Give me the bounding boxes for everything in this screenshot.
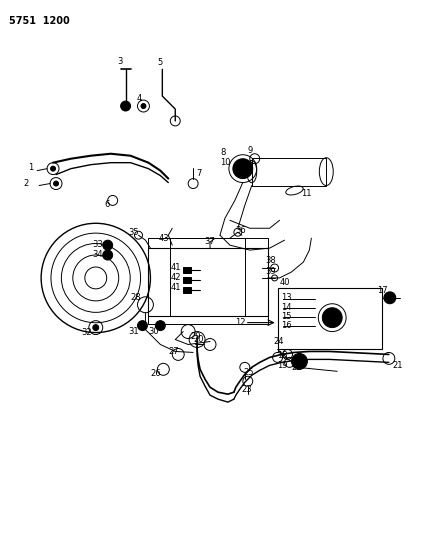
Text: 29: 29 <box>190 332 201 341</box>
Circle shape <box>155 321 165 330</box>
Text: 23: 23 <box>242 385 253 394</box>
Circle shape <box>103 250 113 260</box>
Circle shape <box>233 159 253 179</box>
Circle shape <box>137 321 147 330</box>
Text: 18: 18 <box>278 351 288 360</box>
Text: 42: 42 <box>170 273 181 282</box>
Text: 38: 38 <box>266 255 276 264</box>
Text: 11: 11 <box>301 189 312 198</box>
Text: 24: 24 <box>273 337 284 346</box>
Circle shape <box>51 166 56 171</box>
Text: 19: 19 <box>278 361 288 370</box>
Bar <box>183 277 191 283</box>
Text: 20: 20 <box>193 335 204 344</box>
Text: 27: 27 <box>168 347 179 356</box>
Text: 25: 25 <box>244 368 254 377</box>
Text: 12: 12 <box>235 318 245 327</box>
Text: 17: 17 <box>377 286 388 295</box>
Text: 4: 4 <box>137 94 142 102</box>
Text: 9: 9 <box>248 146 253 155</box>
Text: 26: 26 <box>150 369 161 378</box>
Text: 3: 3 <box>118 57 123 66</box>
Circle shape <box>240 173 246 179</box>
Circle shape <box>141 103 146 109</box>
Circle shape <box>54 181 59 186</box>
Text: 14: 14 <box>282 303 292 312</box>
Bar <box>252 158 326 185</box>
Text: 6: 6 <box>105 200 110 209</box>
Text: 16: 16 <box>282 321 292 330</box>
Text: 28: 28 <box>131 293 141 302</box>
Circle shape <box>384 292 396 304</box>
Text: 34: 34 <box>92 249 102 259</box>
Text: 1: 1 <box>28 163 33 172</box>
Text: 31: 31 <box>128 327 139 336</box>
Text: 13: 13 <box>282 293 292 302</box>
Text: 40: 40 <box>279 278 290 287</box>
Text: 37: 37 <box>204 237 215 246</box>
Text: 22: 22 <box>291 363 302 372</box>
Text: 32: 32 <box>81 328 92 337</box>
Circle shape <box>322 308 342 328</box>
Bar <box>170 238 245 316</box>
Bar <box>278 288 382 350</box>
Text: 33: 33 <box>92 240 103 249</box>
Text: 21: 21 <box>393 361 403 370</box>
Bar <box>149 238 268 248</box>
Text: 5751  1200: 5751 1200 <box>9 15 70 26</box>
Text: 7: 7 <box>196 169 202 178</box>
Bar <box>149 248 268 316</box>
Text: 36: 36 <box>235 226 246 235</box>
Text: 39: 39 <box>266 268 276 277</box>
Text: 41: 41 <box>170 284 181 293</box>
Text: 2: 2 <box>23 179 29 188</box>
Bar <box>149 316 268 324</box>
Bar <box>183 287 191 293</box>
Text: 30: 30 <box>149 327 159 336</box>
Text: 5: 5 <box>158 58 163 67</box>
Text: 10: 10 <box>220 158 230 167</box>
Circle shape <box>93 325 99 330</box>
Circle shape <box>103 240 113 250</box>
Circle shape <box>291 353 307 369</box>
Text: 41: 41 <box>170 263 181 272</box>
Text: 43: 43 <box>158 233 169 243</box>
Text: 8: 8 <box>220 148 225 157</box>
Circle shape <box>121 101 131 111</box>
Text: 15: 15 <box>282 312 292 321</box>
Text: 35: 35 <box>128 228 139 237</box>
Bar <box>183 267 191 273</box>
